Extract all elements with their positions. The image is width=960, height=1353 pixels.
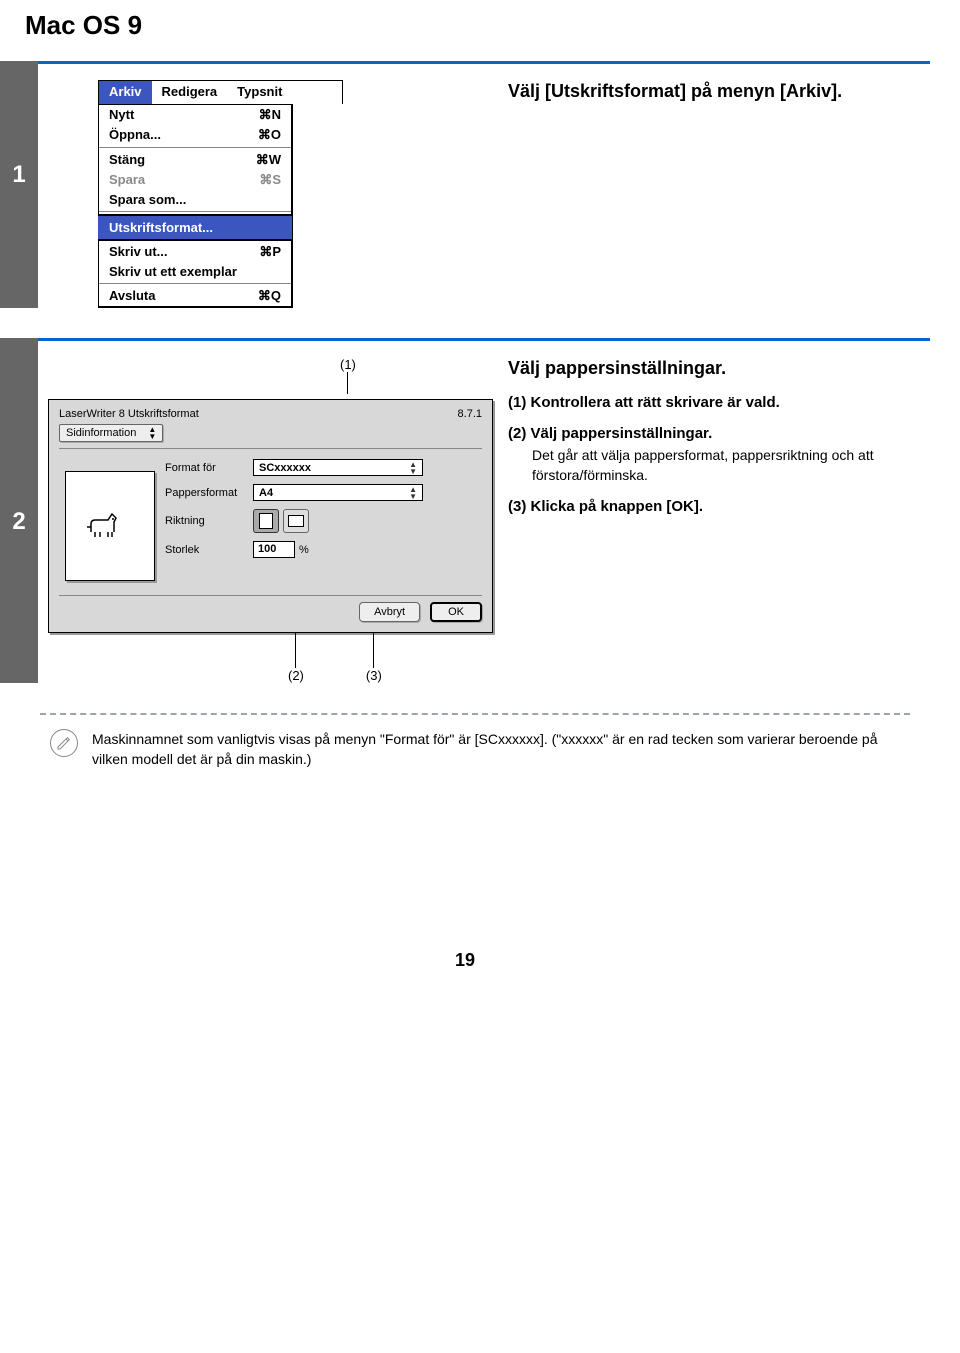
menu-shortcut: ⌘P bbox=[259, 244, 281, 260]
menubar-item-typsnit[interactable]: Typsnit bbox=[227, 81, 292, 104]
note-block: Maskinnamnet som vanligtvis visas på men… bbox=[50, 729, 900, 770]
menu-shortcut: ⌘S bbox=[259, 172, 281, 188]
sub-item-3: (3) Klicka på knappen [OK]. bbox=[508, 496, 930, 517]
step-number-col: 2 bbox=[0, 338, 38, 683]
field-orientation: Riktning bbox=[165, 509, 482, 533]
menu-item-spara: Spara ⌘S bbox=[99, 170, 291, 190]
ok-button[interactable]: OK bbox=[430, 602, 482, 622]
cancel-button[interactable]: Avbryt bbox=[359, 602, 420, 622]
callout-label: (3) bbox=[366, 668, 382, 683]
format-for-select[interactable]: SCxxxxxx ▲▼ bbox=[253, 459, 423, 476]
sub-desc: Det går att välja pappersformat, pappers… bbox=[532, 446, 930, 485]
dialog-version: 8.7.1 bbox=[458, 408, 482, 420]
menu-item-stang[interactable]: Stäng ⌘W bbox=[99, 150, 291, 170]
menu-shortcut: ⌘O bbox=[258, 127, 281, 143]
menu-label: Spara bbox=[109, 172, 145, 188]
menu-label: Öppna... bbox=[109, 127, 161, 143]
dialog-tab-label: Sidinformation bbox=[66, 427, 136, 439]
callout-label: (1) bbox=[340, 357, 356, 372]
callout-3: (3) bbox=[366, 633, 382, 683]
menu-label: Stäng bbox=[109, 152, 145, 168]
updown-icon: ▲▼ bbox=[399, 461, 417, 475]
field-label: Pappersformat bbox=[165, 487, 253, 499]
page-number: 19 bbox=[0, 950, 930, 971]
arkiv-menu: Nytt ⌘N Öppna... ⌘O Stäng ⌘W Spara ⌘S S bbox=[98, 104, 293, 308]
page-setup-dialog: LaserWriter 8 Utskriftsformat 8.7.1 Sidi… bbox=[48, 399, 493, 633]
mac-menubar: Arkiv Redigera Typsnit bbox=[98, 80, 343, 104]
callout-line bbox=[347, 372, 348, 394]
field-value: SCxxxxxx bbox=[259, 462, 311, 474]
dog-icon bbox=[86, 510, 122, 548]
menu-label: Utskriftsformat... bbox=[109, 220, 213, 235]
dialog-title: LaserWriter 8 Utskriftsformat bbox=[59, 408, 199, 420]
page-preview bbox=[65, 471, 155, 581]
step-number: 1 bbox=[12, 61, 25, 189]
menu-label: Avsluta bbox=[109, 288, 155, 304]
menu-item-utskriftsformat[interactable]: Utskriftsformat... bbox=[98, 214, 292, 241]
dialog-tab-select[interactable]: Sidinformation ▲▼ bbox=[59, 424, 163, 442]
menubar-item-arkiv[interactable]: Arkiv bbox=[99, 81, 152, 104]
updown-icon: ▲▼ bbox=[399, 486, 417, 500]
menu-separator bbox=[99, 147, 291, 148]
callout-line bbox=[373, 633, 374, 668]
menu-label: Skriv ut... bbox=[109, 244, 168, 260]
menu-item-oppna[interactable]: Öppna... ⌘O bbox=[99, 125, 291, 145]
callout-line bbox=[295, 633, 296, 668]
field-value: A4 bbox=[259, 487, 273, 499]
menu-shortcut: ⌘Q bbox=[258, 288, 281, 304]
menu-shortcut: ⌘W bbox=[256, 152, 281, 168]
field-label: Riktning bbox=[165, 515, 253, 527]
menu-shortcut: ⌘N bbox=[259, 107, 281, 123]
menu-item-skriv-ut-ett[interactable]: Skriv ut ett exemplar bbox=[99, 262, 291, 281]
menu-label: Nytt bbox=[109, 107, 134, 123]
sub-item-1: (1) Kontrollera att rätt skrivare är val… bbox=[508, 392, 930, 413]
orientation-portrait-button[interactable] bbox=[253, 509, 279, 533]
page-title: Mac OS 9 bbox=[25, 10, 930, 41]
updown-icon: ▲▼ bbox=[148, 426, 156, 440]
callout-2: (2) bbox=[288, 633, 304, 683]
menu-item-skriv-ut[interactable]: Skriv ut... ⌘P bbox=[99, 242, 291, 262]
dashed-separator bbox=[40, 713, 910, 715]
size-input[interactable]: 100 bbox=[253, 541, 295, 558]
step-number: 2 bbox=[12, 338, 25, 536]
step-2: 2 (1) LaserWriter 8 Utskriftsformat 8.7.… bbox=[0, 338, 930, 683]
step2-heading: Välj pappersinställningar. bbox=[508, 357, 930, 380]
step-number-col: 1 bbox=[0, 61, 38, 308]
menu-item-spara-som[interactable]: Spara som... bbox=[99, 190, 291, 209]
menu-separator bbox=[99, 283, 291, 284]
size-unit: % bbox=[299, 544, 309, 556]
callout-label: (2) bbox=[288, 668, 304, 683]
menu-item-avsluta[interactable]: Avsluta ⌘Q bbox=[99, 286, 291, 306]
menu-separator bbox=[99, 211, 291, 212]
field-paper-format: Pappersformat A4 ▲▼ bbox=[165, 484, 482, 501]
menu-label: Skriv ut ett exemplar bbox=[109, 264, 237, 279]
step1-heading: Välj [Utskriftsformat] på menyn [Arkiv]. bbox=[508, 80, 930, 103]
landscape-icon bbox=[288, 515, 304, 527]
orientation-landscape-button[interactable] bbox=[283, 509, 309, 533]
field-format-for: Format för SCxxxxxx ▲▼ bbox=[165, 459, 482, 476]
note-text: Maskinnamnet som vanligtvis visas på men… bbox=[92, 729, 900, 770]
pencil-icon bbox=[50, 729, 78, 757]
menu-label: Spara som... bbox=[109, 192, 186, 207]
callout-1: (1) bbox=[340, 357, 356, 394]
field-label: Format för bbox=[165, 462, 253, 474]
field-label: Storlek bbox=[165, 544, 253, 556]
portrait-icon bbox=[259, 513, 273, 529]
menu-item-nytt[interactable]: Nytt ⌘N bbox=[99, 105, 291, 125]
field-size: Storlek 100 % bbox=[165, 541, 482, 558]
menubar-item-redigera[interactable]: Redigera bbox=[152, 81, 228, 104]
step-1: 1 Arkiv Redigera Typsnit Nytt ⌘N Öppna..… bbox=[0, 61, 930, 308]
sub-item-2: (2) Välj pappersinställningar. Det går a… bbox=[508, 423, 930, 485]
paper-format-select[interactable]: A4 ▲▼ bbox=[253, 484, 423, 501]
